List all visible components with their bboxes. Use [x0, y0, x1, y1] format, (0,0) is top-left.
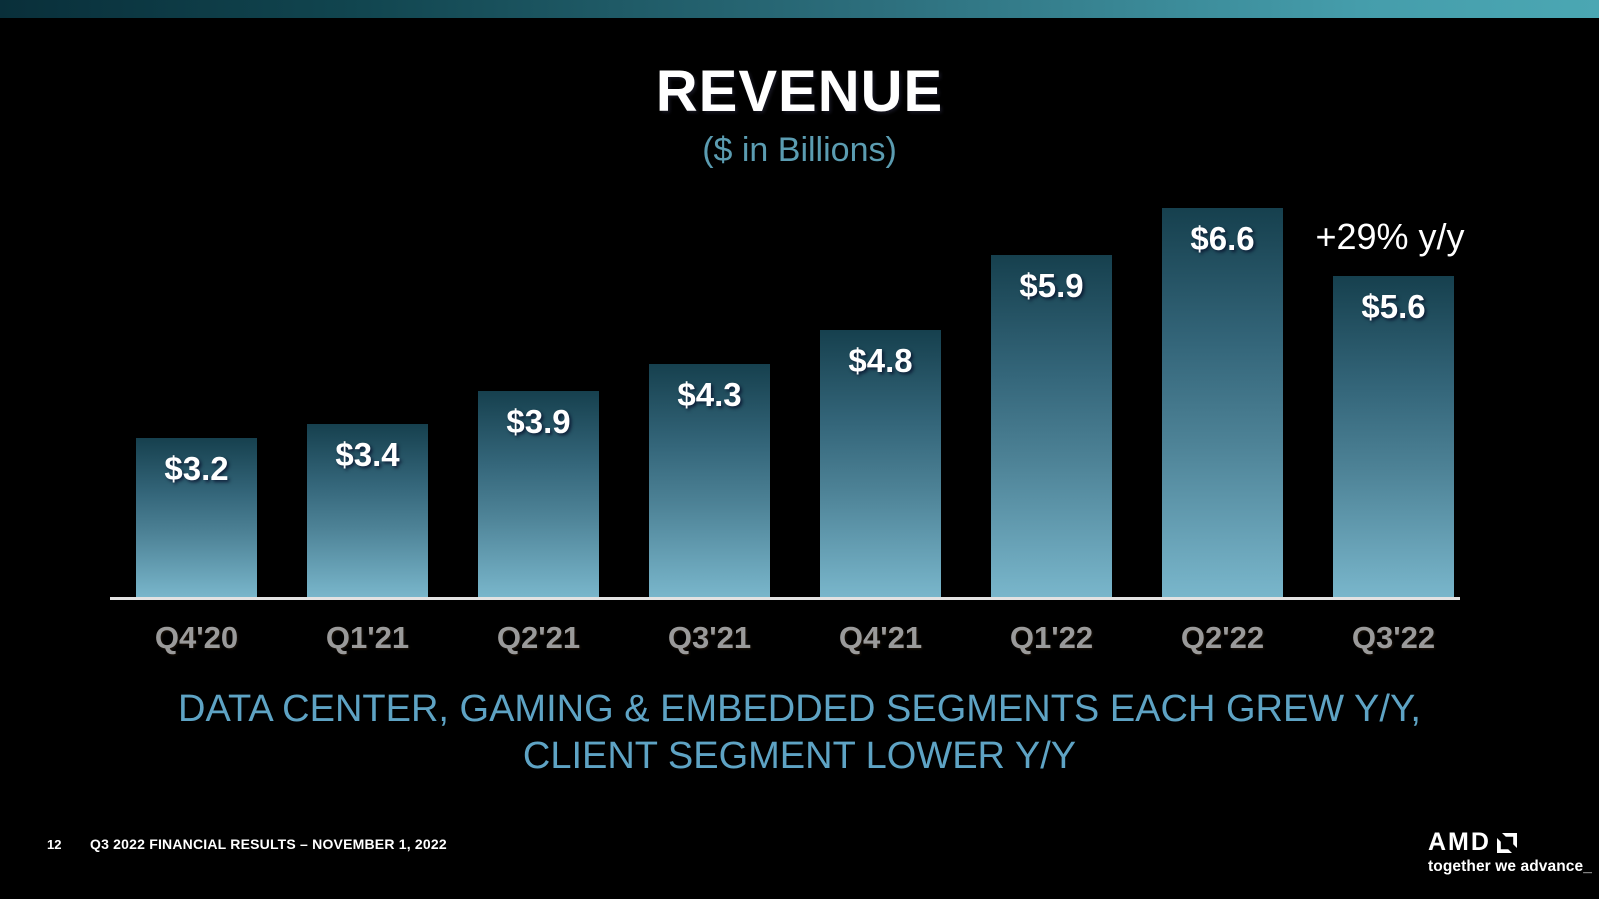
bar-value-label: $3.2 — [164, 450, 229, 487]
amd-logo-row: AMD — [1428, 830, 1592, 855]
x-axis-label: Q1'22 — [1009, 620, 1094, 655]
bar-Q1'22: $5.9 — [991, 255, 1112, 597]
slide-title: REVENUE — [655, 59, 944, 124]
x-axis-label: Q3'21 — [667, 620, 752, 655]
amd-wordmark: AMD — [1428, 828, 1491, 856]
yoy-growth-annotation: +29% y/y — [1315, 216, 1465, 257]
bar-Q2'21: $3.9 — [478, 391, 599, 597]
bar-value-label: $4.3 — [677, 376, 742, 413]
bar-Q4'20: $3.2 — [136, 438, 257, 597]
bar-Q1'21: $3.4 — [307, 424, 428, 597]
key-message-line-1: DATA CENTER, GAMING & EMBEDDED SEGMENTS … — [178, 688, 1421, 730]
x-axis-label: Q2'21 — [496, 620, 581, 655]
bar-value-label: $6.6 — [1190, 220, 1255, 257]
slide-subtitle: ($ in Billions) — [702, 131, 897, 169]
x-axis-label: Q1'21 — [325, 620, 410, 655]
revenue-bar-chart: $3.2 $3.4 $3.9 $4.3 $4.8 $5.9 $6.6 $5.6 Q4'20 Q1… — [110, 200, 1460, 656]
amd-tagline: together we advance_ — [1428, 858, 1592, 875]
amd-arrow-icon — [1496, 832, 1517, 853]
top-accent-bar — [0, 0, 1599, 18]
x-axis-label: Q2'22 — [1180, 620, 1265, 655]
amd-logo: AMD together we advance_ — [1428, 830, 1592, 876]
x-axis-labels: Q4'20 Q1'21 Q2'21 Q3'21 Q4'21 Q1'22 Q2'22 Q3'22 — [110, 620, 1460, 656]
bars-row: $3.2 $3.4 $3.9 $4.3 $4.8 $5.9 $6.6 $5.6 — [110, 200, 1460, 600]
key-message: DATA CENTER, GAMING & EMBEDDED SEGMENTS … — [0, 686, 1599, 780]
bar-value-label: $3.9 — [506, 403, 571, 440]
bar-Q4'21: $4.8 — [820, 330, 941, 597]
bar-Q3'21: $4.3 — [649, 364, 770, 597]
bar-Q2'22: $6.6 — [1162, 208, 1283, 597]
bar-value-label: $5.9 — [1019, 267, 1084, 304]
page-number: 12 — [47, 837, 62, 852]
x-axis-label: Q4'20 — [154, 620, 239, 655]
key-message-line-2: CLIENT SEGMENT LOWER Y/Y — [522, 735, 1077, 777]
x-axis-label: Q3'22 — [1351, 620, 1436, 655]
bar-value-label: $5.6 — [1361, 288, 1426, 325]
footer-text: Q3 2022 FINANCIAL RESULTS – NOVEMBER 1, … — [90, 836, 447, 852]
bar-Q3'22: $5.6 — [1333, 276, 1454, 597]
x-axis-label: Q4'21 — [838, 620, 923, 655]
bar-value-label: $4.8 — [848, 342, 913, 379]
bar-value-label: $3.4 — [335, 436, 400, 473]
